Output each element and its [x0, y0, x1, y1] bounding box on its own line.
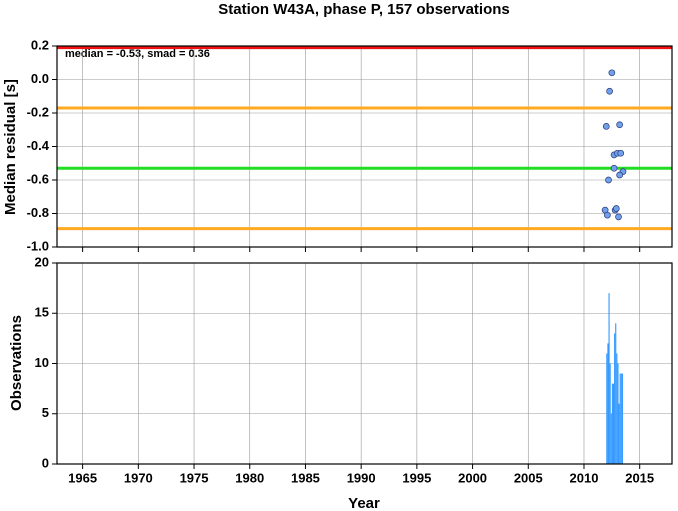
bar [607, 343, 609, 464]
x-tick-label: 2005 [514, 470, 543, 485]
bar [606, 353, 608, 464]
x-tick-label: 1975 [180, 470, 209, 485]
point [602, 123, 610, 130]
x-tick-label: 1985 [291, 470, 320, 485]
y-tick-label: -0.4 [27, 138, 50, 153]
x-tick-label: 1990 [347, 470, 376, 485]
point [617, 149, 625, 157]
bar [617, 363, 619, 464]
y-tick-label: 0.0 [31, 71, 49, 86]
bar [611, 383, 613, 464]
x-tick-label: 1970 [124, 470, 153, 485]
x-tick-label: 2015 [625, 470, 654, 485]
bar [614, 333, 616, 464]
y-tick-label: -0.2 [27, 104, 49, 119]
bar [620, 373, 622, 464]
bar [618, 403, 620, 464]
y-axis-label: Median residual [s] [2, 79, 19, 215]
x-tick-label: 1995 [402, 470, 431, 485]
point [616, 171, 623, 179]
y-tick-label: -0.8 [27, 205, 49, 220]
x-axis-label: Year [348, 495, 380, 511]
annotation: median = -0.53, smad = 0.36 [65, 48, 210, 60]
x-tick-label: 1965 [68, 470, 97, 485]
plot-frame [56, 45, 673, 248]
y-tick-label: 0 [42, 455, 49, 470]
bar [612, 383, 615, 464]
bar [615, 323, 617, 464]
bar [616, 353, 618, 464]
point [610, 164, 618, 172]
x-tick-label: 1980 [235, 470, 264, 485]
point [612, 205, 620, 212]
y-tick-label: -1.0 [27, 238, 49, 253]
x-tick-label: 2010 [570, 470, 599, 485]
point [605, 176, 612, 184]
y-tick-label: 10 [35, 355, 49, 370]
y-tick-label: 0.2 [31, 37, 49, 52]
plot-frame [56, 262, 673, 465]
point [615, 213, 622, 221]
bar [608, 293, 610, 464]
chart-title: Station W43A, phase P, 157 observations [218, 1, 510, 18]
y-axis-label: Observations [8, 315, 25, 411]
point [616, 121, 623, 129]
y-tick-label: 5 [42, 405, 49, 420]
point [606, 87, 613, 95]
point [608, 69, 616, 77]
y-tick-label: -0.6 [27, 171, 49, 186]
y-tick-label: 20 [35, 254, 49, 269]
point [604, 211, 611, 219]
y-tick-label: 15 [35, 305, 49, 320]
bar [621, 373, 623, 464]
bar [609, 363, 611, 464]
bar [619, 373, 621, 464]
bar [610, 413, 612, 464]
x-tick-label: 2000 [458, 470, 487, 485]
